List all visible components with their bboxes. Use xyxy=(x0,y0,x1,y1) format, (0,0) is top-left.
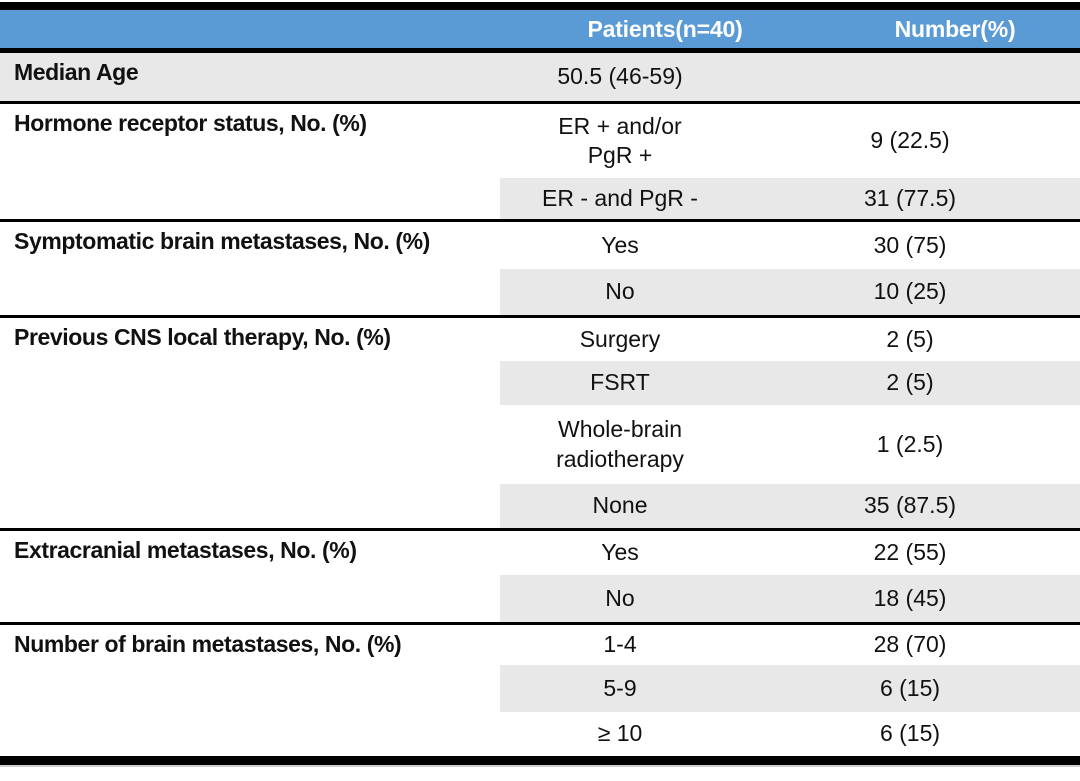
number-cell: 18 (45) xyxy=(740,575,1080,622)
section-symptomatic-brain-metastases: Symptomatic brain metastases, No. (%) Ye… xyxy=(0,219,1080,315)
number-cell: 9 (22.5) xyxy=(870,127,950,154)
header-number-label: Number(%) xyxy=(894,15,1016,42)
table-row: Surgery 2 (5) xyxy=(0,318,1080,361)
value-cell: ER + and/or PgR + xyxy=(558,112,682,168)
section-previous-cns-local-therapy: Previous CNS local therapy, No. (%) Surg… xyxy=(0,315,1080,528)
patient-characteristics-table: Patients(n=40) Number(%) Median Age 50.5… xyxy=(0,2,1080,765)
value-cell: No xyxy=(500,575,740,622)
number-cell: 6 (15) xyxy=(879,720,941,747)
row-label: Previous CNS local therapy, No. (%) xyxy=(14,324,391,350)
section-hormone-receptor-status: Hormone receptor status, No. (%) ER + an… xyxy=(0,101,1080,219)
category-cell xyxy=(0,712,500,756)
value-cell: FSRT xyxy=(500,361,740,405)
row-label: Extracranial metastases, No. (%) xyxy=(14,537,357,563)
category-cell xyxy=(0,361,500,405)
value-cell: Yes xyxy=(601,539,639,566)
row-label: Hormone receptor status, No. (%) xyxy=(14,110,367,136)
number-cell: 1 (2.5) xyxy=(876,430,944,457)
number-cell: 2 (5) xyxy=(886,325,934,352)
row-label: Number of brain metastases, No. (%) xyxy=(14,631,402,657)
value-cell: 5-9 xyxy=(500,665,740,712)
table-row: ER + and/or PgR + 9 (22.5) xyxy=(0,104,1080,178)
number-cell: 22 (55) xyxy=(873,539,947,566)
row-label: Symptomatic brain metastases, No. (%) xyxy=(14,228,430,254)
header-patients-label: Patients(n=40) xyxy=(587,15,743,42)
value-cell: None xyxy=(500,484,740,528)
table-row: Yes 30 (75) xyxy=(0,222,1080,269)
row-label: Median Age xyxy=(14,59,139,85)
table-row: No 18 (45) xyxy=(0,575,1080,622)
value-cell: Surgery xyxy=(579,325,661,352)
top-rule xyxy=(0,2,1080,10)
value-cell: Whole-brain radiotherapy xyxy=(556,416,684,472)
value-cell: Yes xyxy=(601,231,639,258)
number-cell: 10 (25) xyxy=(740,269,1080,315)
category-cell xyxy=(0,665,500,712)
bottom-rule xyxy=(0,756,1080,765)
number-cell: 31 (77.5) xyxy=(740,178,1080,219)
table-row: ≥ 10 6 (15) xyxy=(0,712,1080,756)
category-cell xyxy=(0,484,500,528)
table-row: No 10 (25) xyxy=(0,269,1080,315)
value-cell: No xyxy=(500,269,740,315)
section-extracranial-metastases: Extracranial metastases, No. (%) Yes 22 … xyxy=(0,528,1080,622)
table-row: 1-4 28 (70) xyxy=(0,625,1080,665)
value-cell: 1-4 xyxy=(603,631,637,658)
table-row: None 35 (87.5) xyxy=(0,484,1080,528)
category-cell xyxy=(0,178,500,219)
number-cell: 6 (15) xyxy=(740,665,1080,712)
table-row: 50.5 (46-59) xyxy=(0,53,1080,101)
number-cell: 35 (87.5) xyxy=(740,484,1080,528)
table-row: ER - and PgR - 31 (77.5) xyxy=(0,178,1080,219)
table-header-row: Patients(n=40) Number(%) xyxy=(0,10,1080,53)
section-median-age: Median Age 50.5 (46-59) xyxy=(0,53,1080,101)
value-cell: ≥ 10 xyxy=(597,720,643,747)
value-cell: ER - and PgR - xyxy=(500,178,740,219)
table-row: Yes 22 (55) xyxy=(0,531,1080,575)
number-cell: 2 (5) xyxy=(740,361,1080,405)
table-row: 5-9 6 (15) xyxy=(0,665,1080,712)
section-number-of-brain-metastases: Number of brain metastases, No. (%) 1-4 … xyxy=(0,622,1080,756)
category-cell xyxy=(0,269,500,315)
table-row: FSRT 2 (5) xyxy=(0,361,1080,405)
category-cell xyxy=(0,405,500,484)
category-cell xyxy=(0,53,500,101)
category-cell xyxy=(0,575,500,622)
number-cell: 28 (70) xyxy=(873,631,947,658)
value-cell: 50.5 (46-59) xyxy=(500,53,740,101)
number-cell xyxy=(740,53,1080,101)
number-cell: 30 (75) xyxy=(873,231,947,258)
table-row: Whole-brain radiotherapy 1 (2.5) xyxy=(0,405,1080,484)
